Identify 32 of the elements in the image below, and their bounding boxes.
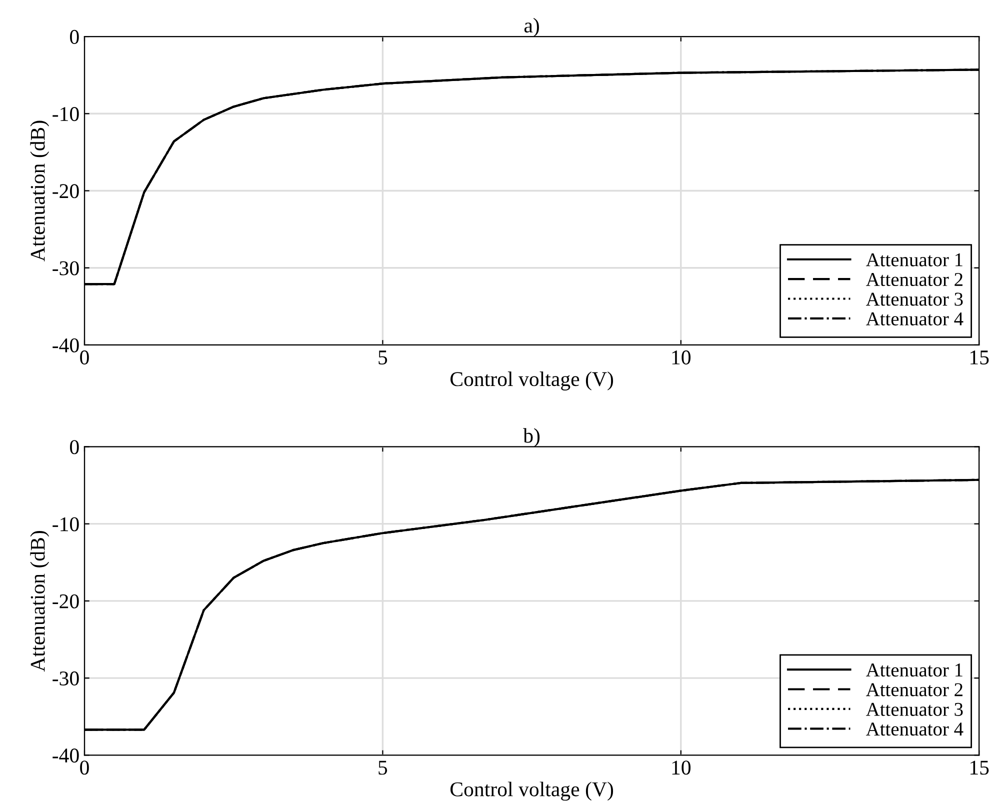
legend-label: Attenuator 1: [866, 253, 962, 266]
y-axis-title: Attenuation (dB): [30, 530, 50, 672]
y-tick-label: -20: [52, 594, 79, 608]
y-axis-title: Attenuation (dB): [30, 120, 50, 262]
y-tick-label: 0: [70, 30, 79, 44]
x-tick-label: 5: [378, 760, 388, 775]
legend-label: Attenuator 3: [866, 702, 963, 716]
x-tick-label: 0: [80, 350, 89, 364]
legend-label: Attenuator 4: [866, 722, 964, 736]
y-tick-label: -10: [52, 107, 79, 122]
x-tick-label: 10: [672, 350, 691, 364]
x-tick-label: 15: [970, 760, 989, 775]
y-tick-label: -30: [52, 671, 79, 686]
x-tick-label: 10: [672, 760, 691, 775]
x-tick-label: 0: [80, 760, 89, 775]
y-tick-label: -30: [52, 261, 79, 276]
x-axis-title: Control voltage (V): [450, 371, 614, 390]
y-tick-label: 0: [70, 440, 79, 454]
legend-label: Attenuator 2: [866, 683, 962, 696]
chart-title: b): [523, 428, 540, 448]
chart-title: a): [524, 18, 539, 37]
y-tick-label: -10: [52, 517, 79, 532]
legend-label: Attenuator 4: [866, 312, 964, 326]
y-tick-label: -20: [52, 184, 79, 198]
y-tick-label: -40: [52, 338, 79, 352]
y-tick-label: -40: [52, 748, 79, 763]
legend-label: Attenuator 1: [866, 664, 962, 677]
legend-label: Attenuator 2: [866, 272, 962, 286]
x-tick-label: 15: [970, 350, 989, 364]
legend-label: Attenuator 3: [866, 292, 963, 306]
x-tick-label: 5: [378, 350, 388, 364]
x-axis-title: Control voltage (V): [450, 782, 614, 801]
